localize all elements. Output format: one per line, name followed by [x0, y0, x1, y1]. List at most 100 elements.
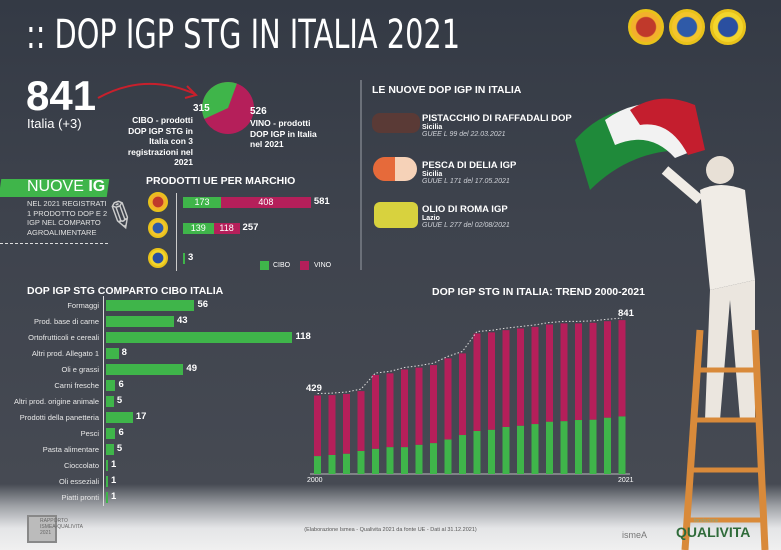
bar: [106, 460, 108, 471]
category-label: Carni fresche: [54, 381, 99, 390]
bar-vino-2020: [604, 321, 611, 418]
value-label: 43: [176, 315, 188, 326]
stg-seal-icon: [148, 248, 168, 268]
bar-cibo-2014: [517, 425, 524, 474]
qualivita-logo: QUALIVITA: [676, 524, 751, 540]
bar-cibo-2015: [531, 424, 539, 474]
product-region: Sicilia: [422, 124, 443, 131]
product-name: PESCA DI DELIA IGP: [422, 160, 517, 171]
bar-cibo-2021: [618, 416, 626, 474]
product-ref: GUEE L 99 del 22.03.2021: [422, 131, 506, 138]
bar-cibo-2000: [314, 456, 321, 474]
bar-vino-2007: [415, 367, 423, 445]
bar-cibo-2009: [444, 439, 452, 474]
cibo-value: 315: [193, 103, 210, 114]
painter-illustration: [575, 98, 769, 550]
product-region: Sicilia: [422, 171, 443, 178]
bar-cibo: 139: [183, 223, 214, 234]
bar-cibo-2001: [328, 454, 336, 474]
trend-last-label: 841: [618, 308, 634, 319]
bar-vino-2012: [488, 332, 495, 430]
product-region: Lazio: [422, 215, 440, 222]
bar-cibo-2008: [430, 443, 437, 474]
legend-cibo: CIBO: [273, 262, 291, 269]
new-product-item: PISTACCHIO DI RAFFADALI DOP Sicilia GUEE…: [422, 113, 572, 138]
product-ref: GUUE L 171 del 17.05.2021: [422, 178, 510, 185]
dop-seal-icon: [148, 192, 168, 212]
bar: [106, 412, 133, 423]
pie-chart: [202, 82, 254, 134]
bar-vino-2006: [401, 369, 408, 448]
report-logo-text: RAPPORTO ISMEA-QUALIVITA 2021: [40, 518, 83, 536]
bar: [106, 300, 195, 311]
trend-chart: [310, 317, 630, 475]
bar: [106, 364, 184, 375]
bar: [106, 380, 116, 391]
value-label: 5: [116, 443, 123, 454]
report-logo: [27, 515, 57, 543]
pistacchio-image: [372, 113, 420, 133]
value-label: 56: [197, 299, 209, 310]
bar: [106, 428, 116, 439]
bar-cibo-2007: [415, 444, 423, 474]
product-ref: GUUE L 277 del 02/08/2021: [422, 222, 510, 229]
legend-cibo-swatch: [260, 261, 269, 270]
bar-vino-2015: [531, 326, 539, 425]
olio-image: [374, 202, 418, 228]
igp-seal-icon: [669, 9, 705, 45]
value-label: 1: [111, 475, 117, 486]
category-label: Pesci: [80, 429, 99, 438]
value-label: 1: [111, 459, 117, 470]
cibo-axis: [103, 296, 104, 506]
legend-vino: VINO: [314, 262, 332, 269]
x-tick-2000: 2000: [307, 477, 323, 484]
product-name: PISTACCHIO DI RAFFADALI DOP: [422, 113, 572, 124]
cibo-text: CIBO - prodotti DOP IGP STG in Italia co…: [127, 115, 193, 167]
trend-chart-title: DOP IGP STG IN ITALIA: TREND 2000-2021: [432, 286, 645, 298]
fondazione-text: fondazione: [694, 518, 719, 524]
bar-vino-2019: [589, 322, 597, 420]
bar-cibo-2004: [372, 448, 379, 474]
bar-cibo: 173: [183, 197, 222, 208]
value-label: 6: [118, 427, 124, 438]
bar-total: 581: [313, 196, 330, 207]
marchio-title: PRODOTTI UE PER MARCHIO: [146, 175, 296, 187]
value-label: 17: [135, 411, 147, 422]
bar-vino-2000: [314, 395, 321, 457]
bar-cibo-2016: [546, 421, 553, 474]
bar-cibo-2003: [357, 450, 365, 474]
bar-vino-2018: [575, 323, 582, 421]
nuove-title: LE NUOVE DOP IGP IN ITALIA: [372, 84, 522, 96]
value-label: 1: [111, 491, 117, 502]
bar-cibo: [183, 253, 185, 264]
bar: [106, 444, 114, 455]
total-count: 841: [26, 72, 97, 119]
bar-vino-2010: [459, 353, 466, 436]
footer-note: (Elaborazione Ismea - Qualivita 2021 da …: [304, 527, 477, 533]
value-label: 6: [118, 379, 124, 390]
bar-vino-2004: [372, 374, 379, 449]
trend-first-label: 429: [306, 383, 322, 394]
bar-cibo-2010: [459, 435, 466, 474]
bar-vino-2017: [560, 323, 568, 422]
bar-vino-2016: [546, 324, 553, 422]
value-label: 49: [186, 363, 197, 374]
new-product-item: PESCA DI DELIA IGP Sicilia GUUE L 171 de…: [422, 160, 516, 185]
bar-vino: 118: [213, 223, 240, 234]
category-label: Cioccolato: [63, 461, 99, 470]
value-label: 8: [121, 347, 127, 358]
nuove-ig-heading: NUOVE IG: [27, 178, 106, 195]
igp-seal-icon: [148, 218, 168, 238]
bar: [106, 332, 293, 343]
bar-cibo-2013: [502, 426, 510, 474]
bar-cibo-2018: [575, 420, 582, 474]
category-label: Oli e grassi: [61, 365, 99, 374]
bar-vino: 408: [221, 197, 311, 208]
dashed-line: [0, 243, 108, 244]
page-title: :: DOP IGP STG IN ITALIA 2021: [26, 12, 461, 58]
bar: [106, 316, 174, 327]
bar: [106, 492, 108, 503]
category-label: Altri prod. Allegato 1: [31, 349, 99, 358]
bar-cibo-2012: [488, 429, 495, 474]
category-label: Oli esseziali: [58, 477, 99, 486]
